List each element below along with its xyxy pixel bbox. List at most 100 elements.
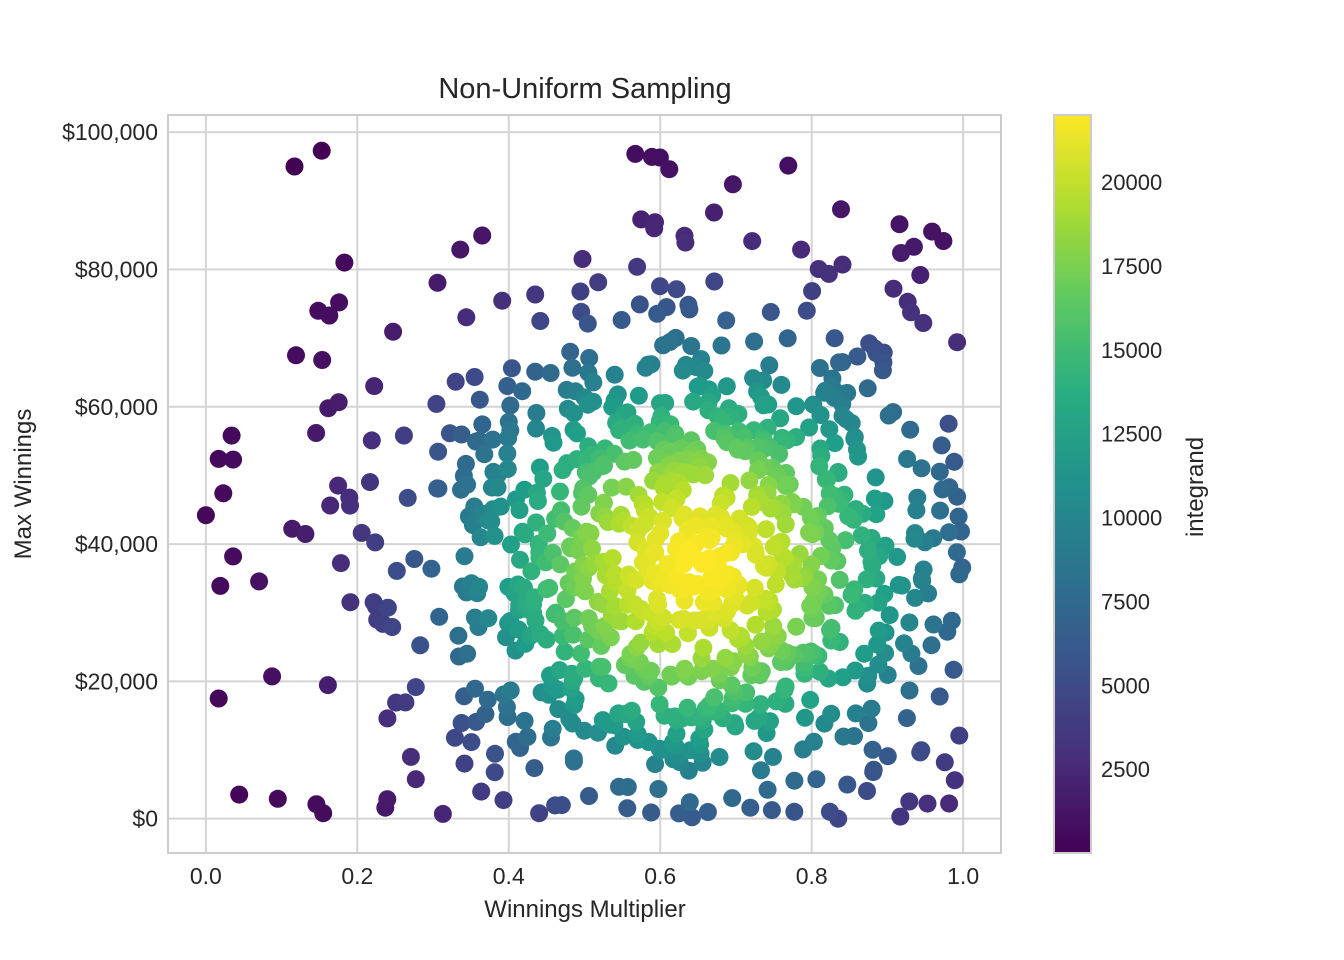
- scatter-point: [830, 570, 849, 589]
- scatter-point: [892, 244, 910, 262]
- scatter-point: [869, 593, 888, 612]
- scatter-point: [752, 632, 771, 651]
- scatter-point: [950, 565, 969, 584]
- scatter-point: [745, 332, 764, 351]
- colorbar-tick-label: 15000: [1101, 338, 1162, 363]
- scatter-point: [466, 679, 484, 698]
- scatter-point: [741, 798, 760, 817]
- scatter-point: [911, 266, 930, 284]
- scatter-point: [723, 175, 742, 194]
- scatter-point: [568, 424, 586, 443]
- scatter-point: [473, 415, 492, 434]
- scatter-point: [449, 626, 468, 645]
- scatter-point: [551, 555, 570, 574]
- plot-area: [167, 114, 1002, 854]
- scatter-point: [944, 660, 963, 679]
- scatter-point: [321, 496, 340, 515]
- scatter-point: [383, 618, 402, 636]
- y-tick-label: $40,000: [75, 531, 158, 557]
- scatter-point: [842, 586, 861, 604]
- scatter-point: [766, 575, 785, 594]
- scatter-point: [800, 418, 819, 437]
- scatter-point: [852, 526, 871, 545]
- scatter-point: [318, 676, 337, 695]
- scatter-point: [815, 383, 834, 402]
- colorbar-tick-label: 20000: [1101, 170, 1162, 195]
- scatter-point: [222, 426, 241, 445]
- scatter-point: [846, 704, 865, 723]
- scatter-point: [485, 763, 504, 782]
- scatter-point: [746, 615, 765, 634]
- scatter-point: [428, 273, 447, 292]
- scatter-point: [931, 501, 950, 520]
- scatter-point: [211, 576, 230, 595]
- scatter-point: [744, 742, 763, 761]
- colorbar-tick-label: 17500: [1101, 254, 1162, 279]
- scatter-point: [654, 479, 673, 498]
- scatter-point: [839, 507, 858, 526]
- scatter-point: [801, 690, 820, 709]
- scatter-point: [396, 693, 415, 712]
- scatter-point: [717, 311, 736, 330]
- scatter-point: [605, 365, 624, 384]
- scatter-point: [475, 445, 494, 464]
- scatter-point: [599, 674, 618, 693]
- scatter-point: [565, 608, 584, 627]
- scatter-point: [667, 724, 686, 743]
- scatter-point: [785, 802, 804, 821]
- scatter-point: [458, 475, 477, 494]
- scatter-point: [918, 794, 937, 813]
- scatter-point: [660, 160, 679, 179]
- scatter-point: [717, 519, 736, 538]
- scatter-point: [563, 358, 582, 377]
- scatter-point: [938, 622, 957, 641]
- scatter-point: [589, 273, 608, 292]
- scatter-point: [694, 638, 713, 657]
- scatter-point: [462, 733, 481, 752]
- scatter-point: [491, 497, 510, 516]
- scatter-point: [565, 404, 583, 423]
- scatter-point: [612, 311, 631, 329]
- y-tick-label: $80,000: [75, 256, 158, 282]
- colorbar: 2500 5000 7500 10000 12500 15000 17500 20000 in…: [1053, 114, 1209, 854]
- scatter-point: [341, 593, 360, 612]
- x-tick-label: 0.0: [190, 863, 222, 889]
- scatter-point: [429, 442, 448, 461]
- scatter-point: [907, 501, 926, 520]
- scatter-point: [905, 529, 924, 548]
- scatter-point: [945, 452, 964, 471]
- scatter-point: [746, 545, 765, 564]
- scatter-point: [564, 749, 583, 768]
- scatter-point: [801, 597, 820, 615]
- scatter-point: [878, 747, 897, 766]
- scatter-point: [522, 562, 541, 581]
- scatter-point: [804, 732, 823, 751]
- scatter-point: [401, 747, 420, 766]
- scatter-point: [502, 535, 520, 554]
- scatter-point: [912, 741, 931, 760]
- scatter-point: [230, 785, 249, 804]
- scatter-point: [562, 664, 581, 683]
- scatter-point: [934, 232, 953, 250]
- scatter-point: [873, 361, 892, 380]
- scatter-point: [422, 559, 441, 578]
- scatter-point: [682, 337, 701, 355]
- scatter-point: [866, 468, 885, 487]
- scatter-point: [935, 753, 954, 772]
- scatter-point: [832, 200, 850, 219]
- scatter-point: [857, 570, 876, 589]
- scatter-point: [764, 537, 783, 556]
- scatter-point: [785, 771, 804, 790]
- scatter-point: [263, 667, 282, 686]
- scatter-point: [859, 714, 878, 733]
- scatter-point: [667, 280, 686, 299]
- scatter-point: [515, 711, 534, 730]
- scatter-point: [618, 799, 637, 818]
- scatter-point: [665, 707, 684, 726]
- scatter-point: [445, 728, 464, 747]
- scatter-point: [465, 368, 484, 386]
- scatter-point: [543, 719, 562, 738]
- scatter-point: [573, 250, 592, 268]
- scatter-point: [678, 698, 697, 717]
- scatter-point: [629, 386, 648, 405]
